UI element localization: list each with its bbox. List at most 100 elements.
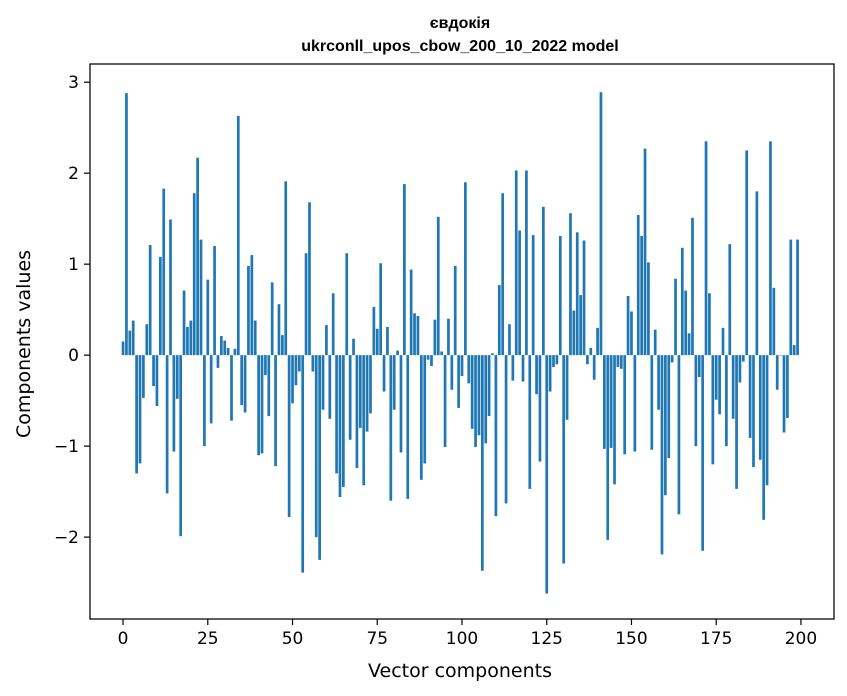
bar [619, 355, 623, 369]
bar [362, 355, 366, 486]
bar [264, 355, 267, 376]
bar [128, 330, 132, 356]
bar [453, 265, 457, 356]
bar [596, 327, 599, 356]
bar [589, 347, 593, 356]
bar [582, 240, 586, 356]
bar [162, 188, 166, 356]
bar [504, 355, 508, 504]
bar [125, 93, 128, 356]
bar [148, 245, 152, 356]
bar [209, 355, 213, 424]
bar [508, 324, 511, 356]
bar [328, 355, 332, 419]
bar [569, 213, 572, 356]
bar [497, 285, 501, 356]
bar [701, 355, 705, 551]
bar [450, 355, 454, 390]
bar [203, 355, 206, 447]
bar [291, 355, 294, 404]
bar [301, 355, 305, 573]
bar [487, 355, 491, 417]
bar [352, 338, 355, 356]
bar [389, 355, 393, 501]
bar [372, 306, 376, 356]
bar [643, 148, 647, 356]
bar [755, 191, 759, 356]
bar [555, 355, 559, 365]
bar [714, 355, 718, 400]
bar [708, 293, 711, 356]
bar [616, 355, 620, 367]
bar [284, 181, 288, 356]
bar [484, 355, 488, 444]
bar [294, 355, 298, 386]
bar [213, 245, 216, 356]
bar [257, 355, 260, 456]
bar [772, 287, 776, 356]
x-tick-label: 25 [197, 629, 219, 649]
bar [758, 355, 762, 460]
bar [501, 193, 505, 356]
bar [667, 355, 671, 458]
bar [782, 355, 786, 433]
bar [416, 316, 420, 356]
bar [379, 263, 383, 356]
bar [545, 355, 549, 594]
bar [738, 355, 742, 383]
bar [419, 355, 423, 480]
bar [426, 355, 430, 360]
bar [172, 355, 176, 452]
bar [779, 355, 782, 356]
bar [775, 355, 779, 390]
bar [704, 141, 708, 356]
bar [518, 230, 521, 356]
x-tick-label: 175 [700, 629, 732, 649]
bar [281, 335, 284, 356]
bar [169, 219, 172, 356]
bar [219, 336, 223, 356]
bar [311, 355, 315, 372]
bar [142, 355, 145, 398]
bar [694, 355, 698, 447]
bar [345, 253, 349, 356]
bar [464, 182, 467, 356]
bar [216, 355, 220, 368]
x-tick-label: 50 [282, 629, 304, 649]
x-tick-label: 125 [531, 629, 563, 649]
bar [158, 256, 162, 356]
bar [728, 244, 732, 356]
bar [308, 202, 311, 356]
x-axis-label: Vector components [368, 660, 552, 682]
x-axis-ticks: 0 25 50 75 100 125 150 175 200 [118, 619, 817, 649]
bar [741, 355, 745, 362]
bar [711, 355, 715, 465]
bar [687, 333, 691, 356]
bar [436, 216, 440, 356]
bar [521, 355, 525, 382]
bar [243, 355, 247, 413]
bar [477, 355, 481, 436]
bar [189, 320, 193, 356]
bar [406, 355, 410, 499]
bar [592, 355, 596, 380]
bar [447, 318, 450, 356]
bar [494, 355, 498, 517]
bar [335, 355, 338, 474]
bar [138, 355, 142, 464]
bar [653, 329, 657, 356]
bar [541, 206, 545, 356]
bar [236, 115, 240, 356]
bar [511, 355, 515, 381]
y-axis-ticks: −2 −1 0 1 2 3 [54, 73, 90, 548]
bar [121, 341, 125, 356]
bar [260, 355, 264, 454]
bar [386, 326, 389, 356]
y-tick-label: 2 [68, 164, 79, 184]
bar [579, 295, 582, 356]
bar [223, 340, 227, 356]
bar [630, 311, 633, 356]
y-axis-label: Components values [13, 250, 35, 438]
chart-title: євдокія [430, 15, 490, 32]
